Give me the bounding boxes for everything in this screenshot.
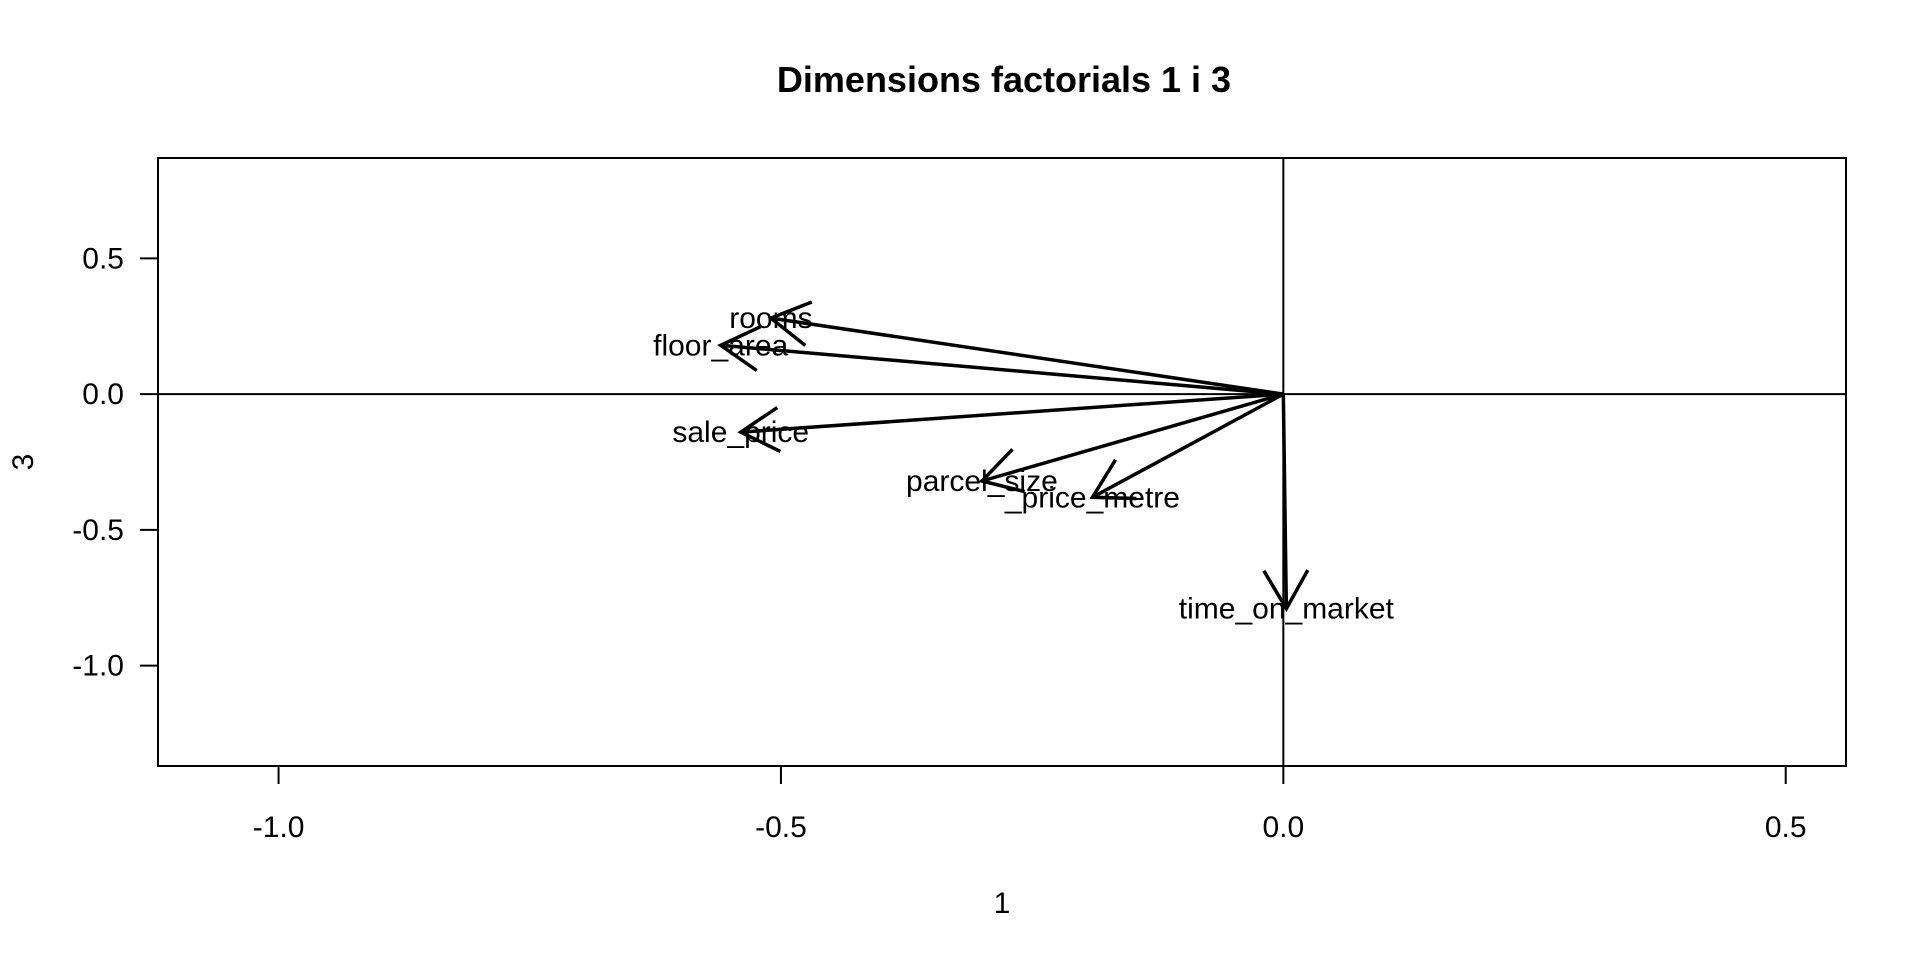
x-axis-label: 1 [994, 887, 1011, 920]
vector-price-metre: _price_metre [1004, 392, 1285, 514]
vector-shaft [740, 392, 1284, 434]
y-axis: -1.0 -0.5 0.0 0.5 [72, 242, 158, 683]
vector-parcel-size: parcel_size [906, 392, 1284, 498]
vector-label: floor_area [653, 329, 788, 362]
vector-label: _price_metre [1004, 481, 1180, 514]
x-tick-label: 0.5 [1765, 811, 1807, 844]
vector-shaft [770, 316, 1284, 396]
x-axis: -1.0 -0.5 0.0 0.5 [253, 766, 1807, 844]
vector-arrowhead [978, 448, 1026, 494]
y-tick-label: 0.0 [82, 378, 124, 411]
vector-label: parcel_size [906, 465, 1058, 498]
vector-arrowhead [767, 300, 813, 347]
vector-rooms: rooms [729, 300, 1284, 396]
vector-arrowhead [1262, 569, 1310, 613]
x-tick-label: -1.0 [253, 811, 305, 844]
vector-arrowhead [1089, 458, 1137, 501]
chart-title: Dimensions factorials 1 i 3 [777, 59, 1231, 100]
vector-sale-price: sale_price [672, 392, 1284, 453]
vector-time-on-market: time_on_market [1179, 394, 1395, 626]
x-tick-label: 0.0 [1262, 811, 1304, 844]
vector-shaft [720, 343, 1284, 396]
y-tick-label: -1.0 [72, 650, 124, 683]
vector-label: time_on_market [1179, 593, 1395, 626]
plot-frame [157, 157, 1847, 767]
y-axis-label: 3 [7, 454, 40, 471]
vector-floor-area: floor_area [653, 325, 1284, 396]
vector-arrowhead [717, 325, 762, 372]
vector-shaft [981, 392, 1284, 483]
y-tick-label: 0.5 [82, 242, 124, 275]
vector-shaft [1281, 394, 1289, 609]
vector-label: sale_price [672, 416, 809, 449]
vector-label: rooms [729, 302, 812, 335]
y-tick-label: -0.5 [72, 514, 124, 547]
x-tick-label: -0.5 [755, 811, 807, 844]
vector-arrowhead [737, 406, 782, 453]
vector-shaft [1091, 392, 1285, 499]
